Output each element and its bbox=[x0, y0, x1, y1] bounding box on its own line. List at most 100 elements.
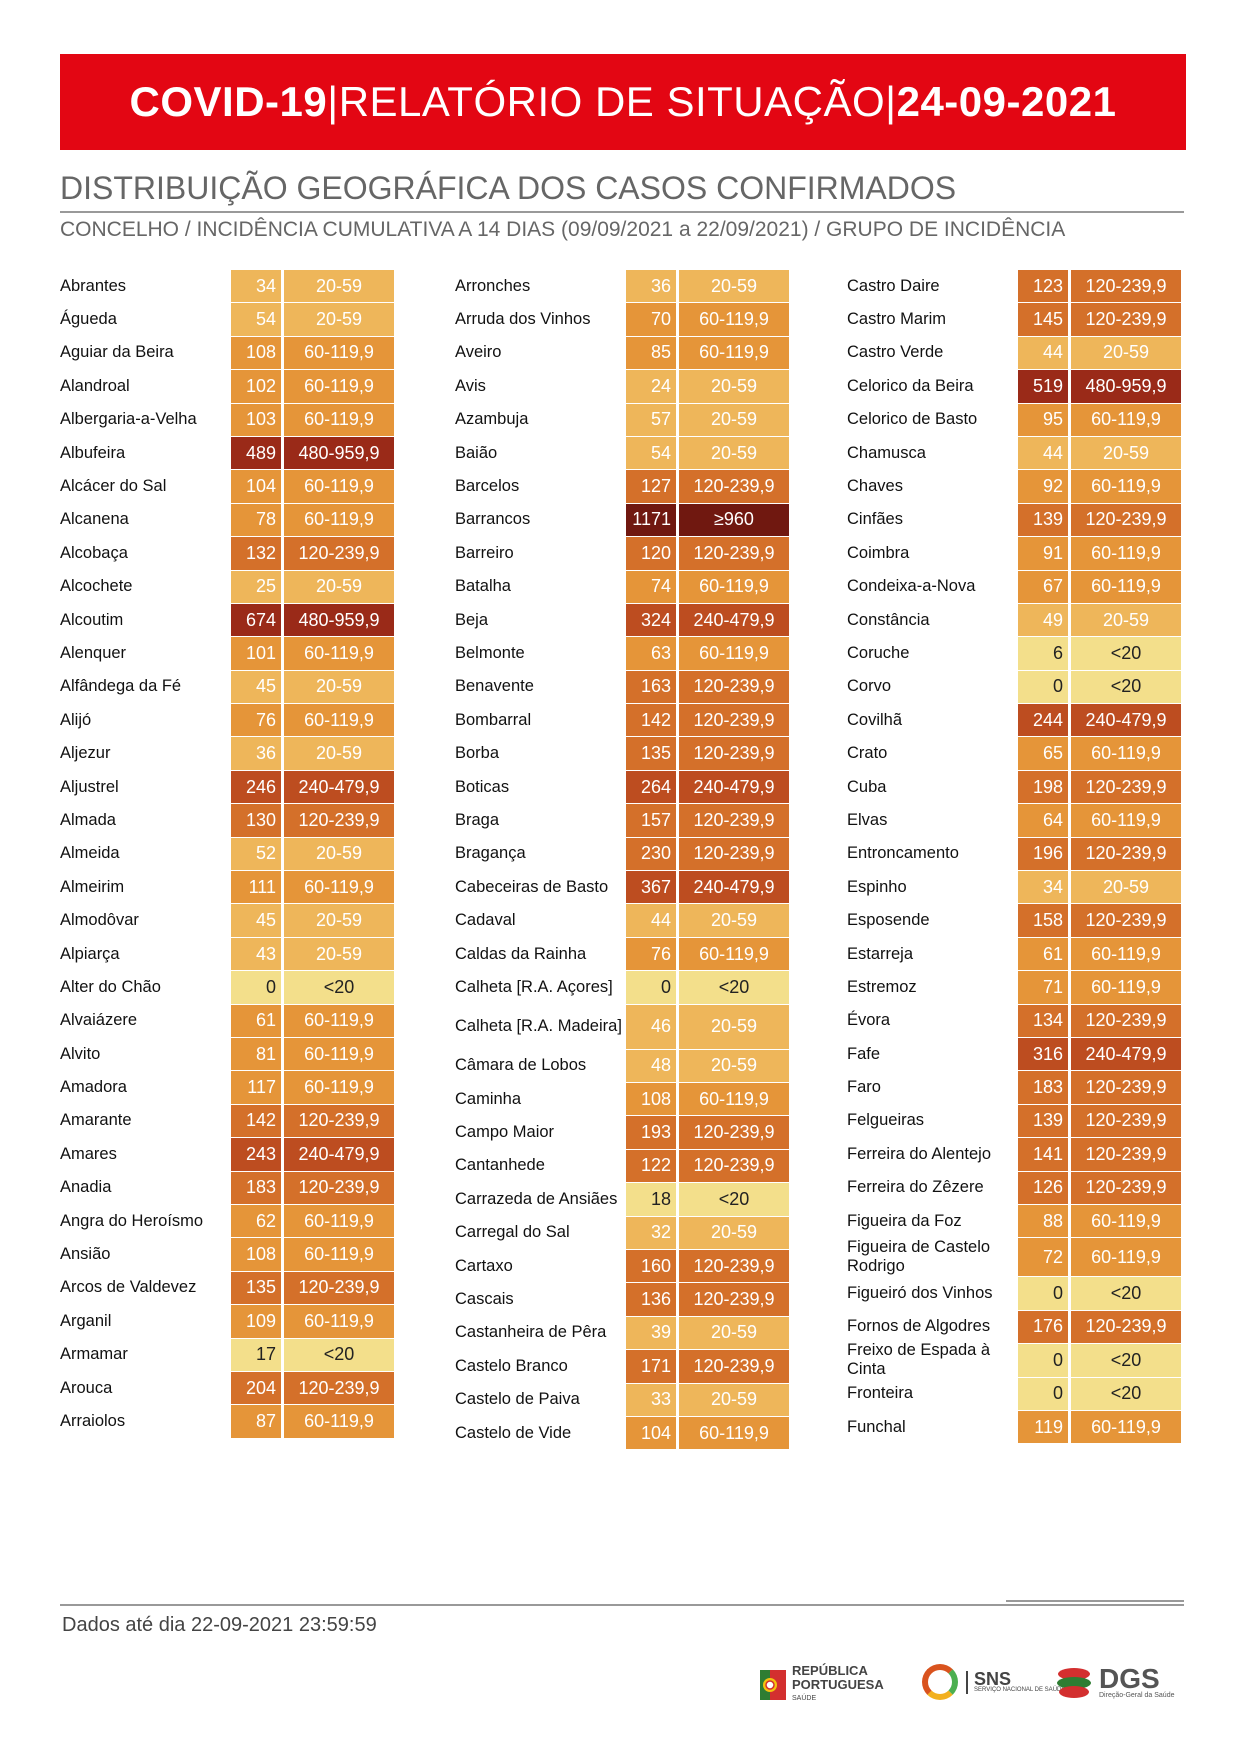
incidence-group: 240-479,9 bbox=[679, 770, 789, 804]
municipality-row: Celorico de Basto 95 60-119,9 bbox=[847, 403, 1183, 436]
incidence-group: 60-119,9 bbox=[679, 303, 789, 336]
incidence-value: 204 bbox=[231, 1371, 281, 1405]
municipality-name: Figueira de Castelo Rodrigo bbox=[847, 1238, 991, 1276]
municipality-row: Alenquer 101 60-119,9 bbox=[60, 637, 396, 670]
incidence-value: 130 bbox=[231, 804, 281, 837]
incidence-group: 20-59 bbox=[284, 270, 394, 303]
incidence-group: 20-59 bbox=[284, 737, 394, 770]
municipality-row: Carrazeda de Ansiães 18 <20 bbox=[455, 1183, 791, 1216]
municipality-row: Alcanena 78 60-119,9 bbox=[60, 503, 396, 537]
municipality-name: Aguiar da Beira bbox=[60, 343, 174, 362]
municipality-name: Albergaria-a-Velha bbox=[60, 410, 197, 429]
municipality-name: Ferreira do Alentejo bbox=[847, 1144, 991, 1163]
incidence-group: 20-59 bbox=[284, 670, 394, 704]
municipality-name: Coruche bbox=[847, 643, 910, 662]
municipality-row: Constância 49 20-59 bbox=[847, 603, 1183, 637]
municipality-row: Amarante 142 120-239,9 bbox=[60, 1104, 396, 1138]
municipality-row: Alcobaça 132 120-239,9 bbox=[60, 537, 396, 570]
incidence-group: 120-239,9 bbox=[1071, 837, 1181, 871]
municipality-row: Angra do Heroísmo 62 60-119,9 bbox=[60, 1204, 396, 1238]
municipality-name: Castro Daire bbox=[847, 276, 940, 295]
municipality-row: Castelo de Paiva 33 20-59 bbox=[455, 1383, 791, 1416]
incidence-value: 36 bbox=[626, 270, 676, 303]
incidence-group: 20-59 bbox=[284, 570, 394, 603]
incidence-value: 157 bbox=[626, 804, 676, 837]
municipality-row: Abrantes 34 20-59 bbox=[60, 270, 396, 303]
incidence-value: 367 bbox=[626, 871, 676, 904]
municipality-name: Funchal bbox=[847, 1417, 906, 1436]
municipality-row: Alcoutim 674 480-959,9 bbox=[60, 603, 396, 637]
incidence-group: 240-479,9 bbox=[284, 1138, 394, 1171]
municipality-name: Barrancos bbox=[455, 510, 531, 529]
municipality-row: Arouca 204 120-239,9 bbox=[60, 1371, 396, 1405]
incidence-value: 158 bbox=[1018, 904, 1068, 937]
incidence-value: 64 bbox=[1018, 804, 1068, 837]
municipality-row: Coruche 6 <20 bbox=[847, 637, 1183, 670]
municipality-name: Alcoutim bbox=[60, 610, 124, 629]
incidence-value: 54 bbox=[626, 436, 676, 470]
municipality-row: Cartaxo 160 120-239,9 bbox=[455, 1249, 791, 1283]
municipality-name: Alter do Chão bbox=[60, 977, 161, 996]
municipality-row: Armamar 17 <20 bbox=[60, 1338, 396, 1371]
incidence-group: 120-239,9 bbox=[679, 1149, 789, 1183]
incidence-group: <20 bbox=[1071, 1377, 1181, 1410]
incidence-value: 24 bbox=[626, 370, 676, 403]
municipality-row: Albufeira 489 480-959,9 bbox=[60, 436, 396, 470]
municipality-name: Alfândega da Fé bbox=[60, 677, 182, 696]
incidence-group: 240-479,9 bbox=[679, 871, 789, 904]
incidence-group: <20 bbox=[1071, 1344, 1181, 1377]
incidence-value: 126 bbox=[1018, 1171, 1068, 1204]
municipality-row: Batalha 74 60-119,9 bbox=[455, 570, 791, 603]
incidence-value: 109 bbox=[231, 1305, 281, 1338]
municipality-row: Estremoz 71 60-119,9 bbox=[847, 971, 1183, 1004]
incidence-value: 78 bbox=[231, 503, 281, 537]
incidence-group: 60-119,9 bbox=[284, 704, 394, 737]
report-header-banner: COVID-19 | RELATÓRIO DE SITUAÇÃO | 24-09… bbox=[60, 54, 1186, 150]
incidence-value: 134 bbox=[1018, 1004, 1068, 1037]
incidence-group: 20-59 bbox=[679, 904, 789, 937]
municipality-name: Avis bbox=[455, 376, 486, 395]
incidence-group: 60-119,9 bbox=[679, 336, 789, 370]
municipality-name: Almodôvar bbox=[60, 911, 139, 930]
municipality-row: Ferreira do Alentejo 141 120-239,9 bbox=[847, 1138, 1183, 1171]
dgs-title: DGS bbox=[1099, 1663, 1160, 1694]
incidence-group: 240-479,9 bbox=[1071, 1037, 1181, 1071]
municipality-row: Benavente 163 120-239,9 bbox=[455, 670, 791, 704]
incidence-value: 123 bbox=[1018, 270, 1068, 303]
incidence-group: 20-59 bbox=[679, 436, 789, 470]
municipality-name: Cinfães bbox=[847, 510, 903, 529]
incidence-group: 120-239,9 bbox=[1071, 1104, 1181, 1138]
municipality-row: Bragança 230 120-239,9 bbox=[455, 837, 791, 871]
municipality-row: Cinfães 139 120-239,9 bbox=[847, 503, 1183, 537]
municipality-name: Aljezur bbox=[60, 744, 111, 763]
incidence-group: 60-119,9 bbox=[679, 1416, 789, 1450]
incidence-value: 132 bbox=[231, 537, 281, 570]
incidence-group: 120-239,9 bbox=[1071, 503, 1181, 537]
incidence-group: 120-239,9 bbox=[1071, 303, 1181, 336]
municipality-name: Arraiolos bbox=[60, 1411, 126, 1430]
header-separator: | bbox=[327, 78, 339, 125]
incidence-value: 160 bbox=[626, 1249, 676, 1283]
incidence-group: 120-239,9 bbox=[679, 670, 789, 704]
municipality-column-2: Arronches 36 20-59 Arruda dos Vinhos 70 60-11… bbox=[455, 270, 791, 1450]
incidence-value: 108 bbox=[626, 1082, 676, 1116]
municipality-row: Cascais 136 120-239,9 bbox=[455, 1283, 791, 1316]
municipality-name: Caminha bbox=[455, 1089, 522, 1108]
incidence-group: 120-239,9 bbox=[1071, 770, 1181, 804]
municipality-row: Celorico da Beira 519 480-959,9 bbox=[847, 370, 1183, 403]
municipality-row: Arronches 36 20-59 bbox=[455, 270, 791, 303]
incidence-group: 20-59 bbox=[679, 1216, 789, 1249]
municipality-name: Azambuja bbox=[455, 410, 529, 429]
incidence-group: 60-119,9 bbox=[679, 1082, 789, 1116]
municipality-row: Arruda dos Vinhos 70 60-119,9 bbox=[455, 303, 791, 336]
sns-circle-icon bbox=[922, 1664, 958, 1700]
municipality-name: Albufeira bbox=[60, 443, 126, 462]
municipality-row: Castanheira de Pêra 39 20-59 bbox=[455, 1316, 791, 1350]
municipality-row: Fafe 316 240-479,9 bbox=[847, 1037, 1183, 1071]
municipality-name: Baião bbox=[455, 443, 498, 462]
incidence-value: 49 bbox=[1018, 603, 1068, 637]
municipality-row: Elvas 64 60-119,9 bbox=[847, 804, 1183, 837]
municipality-row: Covilhã 244 240-479,9 bbox=[847, 704, 1183, 737]
municipality-row: Aguiar da Beira 108 60-119,9 bbox=[60, 336, 396, 370]
municipality-row: Amares 243 240-479,9 bbox=[60, 1138, 396, 1171]
